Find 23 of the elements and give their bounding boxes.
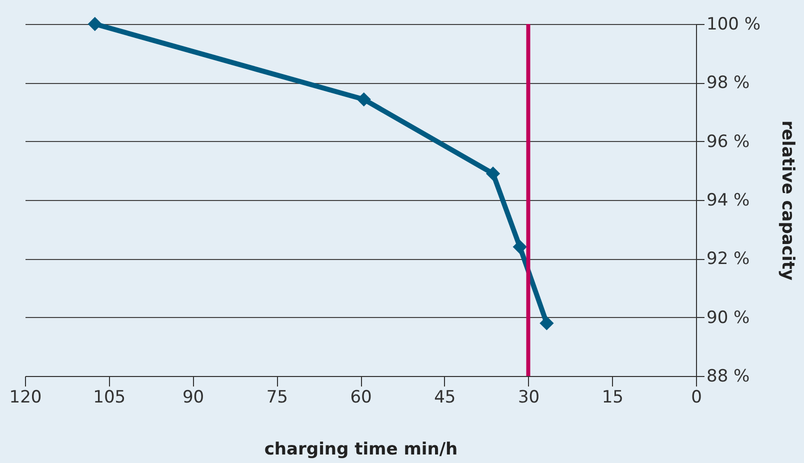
x-tick-label: 15 xyxy=(602,388,624,408)
x-tick-label: 45 xyxy=(434,388,456,408)
y-tick-label: 100 % xyxy=(706,14,761,34)
x-tick-label: 90 xyxy=(182,388,204,408)
x-tick-label: 0 xyxy=(691,388,702,408)
y-tick-label: 98 % xyxy=(706,73,750,94)
y-tick-label: 96 % xyxy=(706,132,750,152)
y-tick-label: 88 % xyxy=(706,366,750,386)
point xyxy=(88,16,102,32)
point xyxy=(512,240,527,254)
y-tick-label: 94 % xyxy=(706,190,750,210)
x-tick-label: 60 xyxy=(350,388,372,408)
point xyxy=(540,316,554,330)
y-axis-title: relative capacity xyxy=(778,120,798,280)
x-tick-label: 105 xyxy=(93,388,126,408)
y-tick-label: 90 % xyxy=(706,308,750,328)
x-tick-label: 75 xyxy=(266,388,288,408)
point xyxy=(486,166,500,181)
y-tick-label: 92 % xyxy=(706,249,750,270)
x-tick-label: 30 xyxy=(518,388,540,408)
point xyxy=(356,92,371,106)
x-axis-title: charging time min/h xyxy=(264,440,458,460)
x-tick-label: 120 xyxy=(9,388,42,408)
